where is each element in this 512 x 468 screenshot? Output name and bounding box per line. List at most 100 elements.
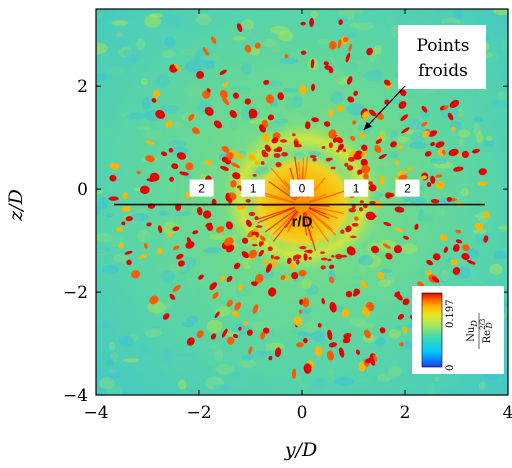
hot-spot [260, 331, 266, 340]
hot-spot [125, 216, 133, 222]
hot-spot [291, 368, 297, 380]
inner-hot-spot [321, 146, 326, 149]
texture-blob [140, 78, 149, 85]
texture-blob [342, 61, 359, 73]
inner-hot-spot [260, 161, 265, 165]
hot-spot [403, 235, 409, 240]
colorbar-outline [421, 292, 443, 368]
core-ray [268, 180, 297, 201]
hot-spot [483, 235, 489, 243]
inner-hot-spot [261, 149, 267, 156]
texture-blob [96, 42, 108, 55]
hot-spot [277, 92, 284, 101]
hot-spot [289, 262, 296, 271]
hot-spot [124, 250, 133, 255]
hot-spot [372, 354, 378, 362]
hot-spot [238, 153, 245, 159]
hot-spot [291, 271, 299, 280]
texture-blob [178, 379, 187, 390]
hot-spot [246, 329, 253, 336]
hot-spot [435, 141, 445, 148]
hot-spot [226, 275, 233, 282]
colorbar-max-label: 0.197 [445, 299, 456, 328]
texture-blob [126, 112, 147, 120]
texture-blob [282, 88, 299, 93]
texture-blob [96, 182, 102, 193]
hot-spot [377, 272, 385, 280]
hot-spot [363, 173, 369, 180]
core-ray [260, 191, 295, 204]
texture-blob [298, 106, 311, 116]
hot-spot [136, 170, 141, 175]
hot-spot [430, 175, 436, 184]
texture-blob [337, 9, 352, 19]
hot-spot [337, 39, 342, 49]
texture-blob [407, 119, 425, 131]
hot-spot [232, 311, 239, 318]
hot-spot [397, 145, 403, 150]
hot-spot [368, 109, 377, 117]
texture-blob [147, 301, 167, 314]
hot-spot [267, 114, 275, 121]
hot-spot [168, 147, 174, 153]
hot-spot [248, 153, 256, 161]
hot-spot [192, 230, 199, 235]
radial-marker-group: 2 1 0 1 2 r/D [114, 179, 485, 231]
texture-blob [163, 14, 183, 28]
hot-spot [329, 302, 337, 313]
hot-spot [296, 342, 304, 348]
hot-spot [177, 260, 185, 267]
hot-spot [214, 311, 220, 319]
texture-blob [122, 48, 142, 58]
hot-spot [323, 61, 329, 66]
texture-blob [96, 206, 101, 214]
hot-spot [212, 291, 219, 299]
inner-hot-spot [273, 256, 280, 260]
hot-spot [367, 213, 377, 218]
hot-spot [299, 85, 308, 95]
hot-spot [169, 293, 176, 300]
hot-spot [346, 76, 353, 85]
texture-blob [279, 57, 298, 65]
hot-spot [362, 307, 370, 317]
hot-spot [435, 174, 443, 178]
texture-blob [388, 328, 402, 339]
hot-spot [251, 235, 257, 241]
texture-blob [388, 365, 403, 377]
texture-blob [215, 364, 235, 375]
hot-spot [401, 127, 410, 134]
hot-spot [378, 154, 387, 160]
hot-spot [336, 104, 344, 112]
texture-blob [270, 73, 283, 80]
hot-spot [261, 119, 269, 128]
inner-hot-spot [292, 133, 296, 137]
hot-spot [376, 134, 383, 140]
hot-spot [455, 239, 463, 244]
texture-blob [277, 111, 285, 124]
y-tick-label: −4 [63, 386, 88, 406]
texture-blob [186, 315, 199, 324]
hot-spot [234, 302, 241, 311]
texture-blob [466, 247, 479, 259]
hot-spot [352, 291, 359, 297]
texture-blob [188, 57, 200, 71]
texture-blob [434, 376, 441, 383]
hot-spot [345, 225, 352, 233]
hot-spot [155, 109, 166, 119]
inner-hot-spot [308, 256, 312, 260]
texture-blob [408, 141, 429, 149]
texture-blob [119, 335, 134, 348]
hot-spot [304, 121, 311, 130]
hot-spot [343, 36, 349, 43]
hot-spot [483, 211, 490, 219]
hot-spot [270, 261, 279, 267]
hot-spot [347, 96, 355, 103]
y-tick-label: 0 [77, 180, 88, 200]
hot-spot [121, 206, 131, 212]
hot-spot [336, 137, 343, 144]
hot-spot [241, 251, 249, 259]
texture-blob [401, 243, 418, 255]
texture-blob [493, 250, 507, 260]
hot-spot [143, 243, 148, 249]
texture-blob [478, 381, 486, 390]
